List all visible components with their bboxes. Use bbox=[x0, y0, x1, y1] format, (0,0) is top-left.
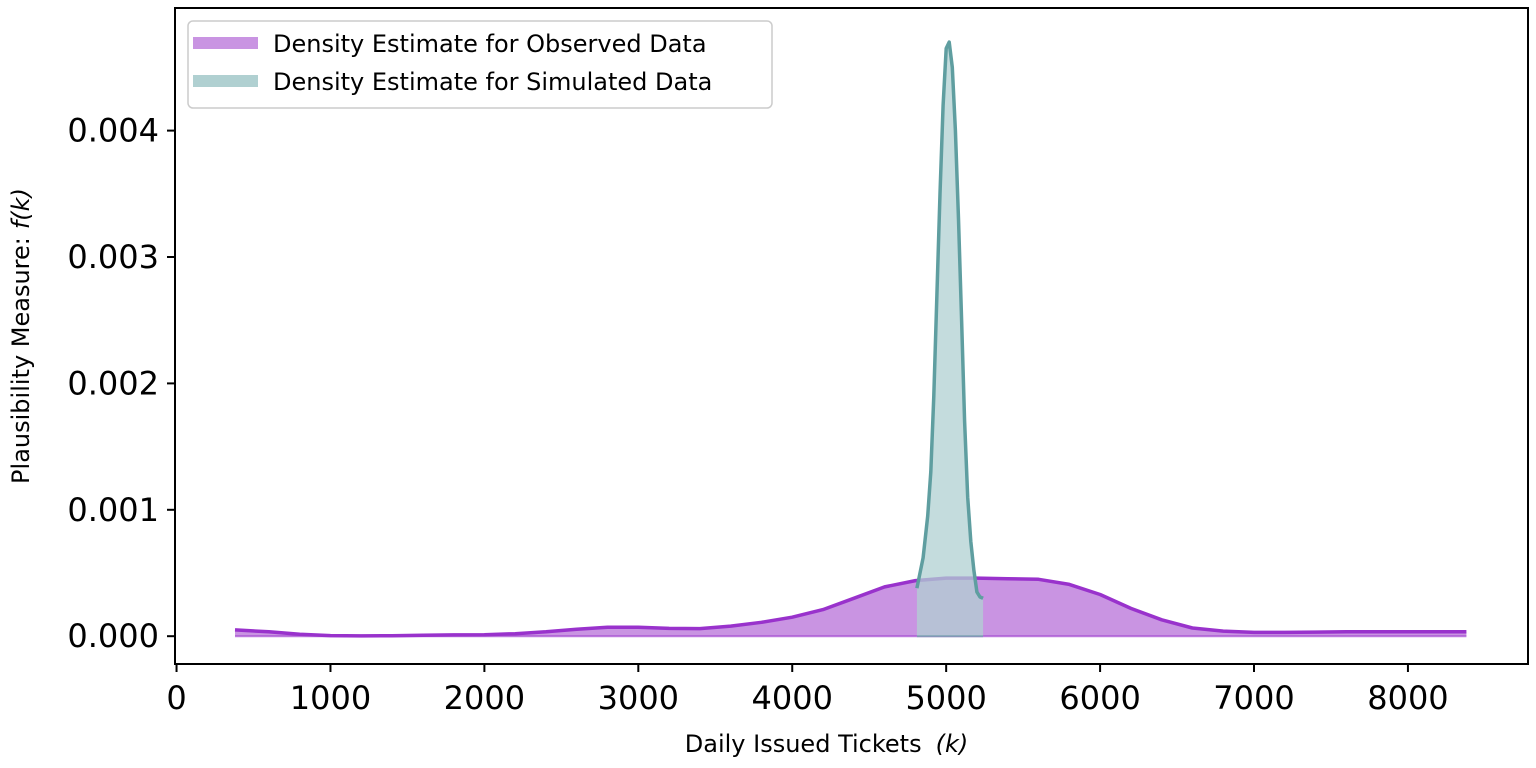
y-tick-label: 0.003 bbox=[67, 238, 159, 276]
x-tick-label: 8000 bbox=[1367, 679, 1448, 717]
y-axis-label-math: f(k) bbox=[7, 188, 35, 229]
x-tick-label: 2000 bbox=[444, 679, 525, 717]
x-tick-label: 7000 bbox=[1213, 679, 1294, 717]
legend-swatch-simulated bbox=[193, 75, 258, 87]
area-observed bbox=[235, 578, 1467, 637]
x-tick-label: 6000 bbox=[1059, 679, 1140, 717]
area-simulated bbox=[916, 42, 984, 637]
legend: Density Estimate for Observed Data Densi… bbox=[187, 20, 773, 109]
x-tick-label: 1000 bbox=[290, 679, 371, 717]
y-tick-label: 0.002 bbox=[67, 364, 159, 402]
legend-label-observed: Density Estimate for Observed Data bbox=[273, 30, 707, 58]
x-axis-label-text: Daily Issued Tickets bbox=[685, 730, 922, 758]
y-tick-label: 0.001 bbox=[67, 491, 159, 529]
plot-frame bbox=[174, 7, 1529, 665]
line-simulated bbox=[915, 40, 984, 600]
y-tick-label: 0.000 bbox=[67, 617, 159, 655]
legend-label-simulated: Density Estimate for Simulated Data bbox=[273, 68, 712, 96]
x-tick-label: 5000 bbox=[905, 679, 986, 717]
legend-swatch-observed bbox=[193, 37, 258, 49]
x-axis-label: Daily Issued Tickets (k) bbox=[685, 730, 968, 758]
line-observed bbox=[234, 576, 1467, 638]
plot-area bbox=[234, 40, 1467, 638]
x-tick-label: 4000 bbox=[752, 679, 833, 717]
legend-box bbox=[187, 20, 773, 109]
y-tick-label: 0.004 bbox=[67, 112, 159, 150]
x-tick-label: 3000 bbox=[598, 679, 679, 717]
y-axis-label-text: Plausibility Measure: bbox=[7, 237, 35, 484]
x-axis-label-math: (k) bbox=[936, 730, 969, 758]
x-axis: 0 1000 2000 3000 4000 5000 6000 7000 8000 bbox=[166, 664, 1449, 717]
y-axis-label: Plausibility Measure: f(k) bbox=[7, 188, 35, 484]
x-tick-label: 0 bbox=[166, 679, 186, 717]
y-axis: 0.000 0.001 0.002 0.003 0.004 bbox=[67, 112, 175, 655]
